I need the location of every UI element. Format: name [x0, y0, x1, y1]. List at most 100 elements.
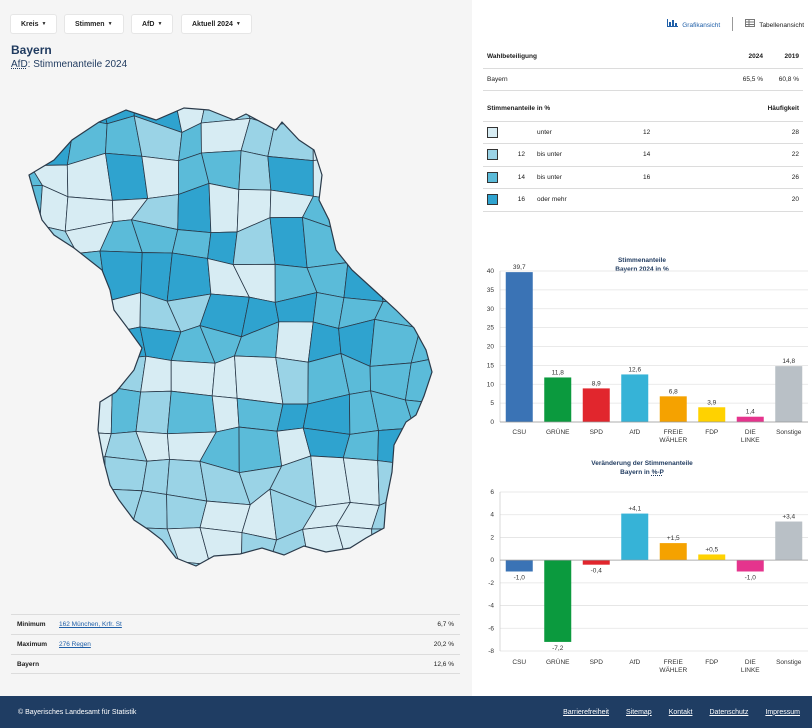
share-header-label: Stimmenanteile in % [483, 97, 719, 122]
map-district [29, 387, 37, 428]
x-tick-label: CSU [512, 659, 526, 666]
legend-high: 16 [639, 166, 719, 189]
filter-year[interactable]: Aktuell 2024 ▼ [182, 15, 251, 33]
x-tick-label: DIE [745, 659, 757, 666]
x-tick-label: Sonstige [776, 659, 802, 666]
legend-high: 14 [639, 143, 719, 167]
map-district [402, 458, 432, 496]
map-district [199, 500, 251, 534]
y-tick-label: 20 [487, 344, 495, 351]
map-district [411, 190, 432, 227]
bar [544, 560, 572, 642]
map-district [238, 426, 283, 474]
share-header-freq: Häufigkeit [719, 97, 803, 122]
map-district [34, 423, 81, 473]
map-district [404, 528, 432, 566]
map-district [368, 157, 414, 192]
map-districts[interactable] [14, 100, 454, 570]
legend-row: unter 12 28 [483, 121, 803, 144]
filter-kreis[interactable]: Kreis ▼ [11, 15, 57, 33]
chart1-title-line1: Stimmenanteile [617, 257, 667, 264]
filter-party[interactable]: AfD ▼ [132, 15, 173, 33]
map-district [268, 560, 312, 566]
map-district [275, 321, 314, 363]
y-tick-label: -6 [488, 625, 494, 632]
y-tick-label: 15 [487, 362, 495, 369]
map-district [412, 299, 432, 329]
y-tick-label: 0 [490, 419, 494, 426]
x-tick-label: LINKE [741, 667, 760, 674]
map-district [32, 365, 69, 401]
map-district [29, 255, 34, 297]
map-district [62, 455, 106, 499]
footer-link-sitemap[interactable]: Sitemap [626, 708, 652, 716]
map-district [141, 458, 170, 495]
stats-link[interactable]: 276 Regen [59, 641, 91, 648]
y-tick-label: -2 [488, 580, 494, 587]
data-label: +4,1 [628, 506, 641, 513]
turnout-header-2024: 2024 [733, 46, 767, 69]
chart2-title-line1: Veränderung der Stimmenanteile [591, 460, 693, 467]
chart2-title-unit: %-P [651, 469, 664, 476]
map-district [29, 224, 41, 258]
legend-high: 12 [639, 121, 719, 144]
map-district [343, 257, 384, 302]
map-district [439, 424, 454, 466]
chart1-title: Stimmenanteile Bayern 2024 in % [472, 256, 812, 274]
map-district [267, 119, 314, 162]
x-tick-label: AfD [629, 429, 640, 436]
map-district [412, 108, 432, 130]
footer-link-datenschutz[interactable]: Datenschutz [709, 708, 749, 716]
map-district [311, 108, 343, 134]
x-tick-label: SPD [590, 429, 604, 436]
map-district [440, 100, 454, 129]
footer-link-kontakt[interactable]: Kontakt [668, 708, 693, 716]
filter-stimmen[interactable]: Stimmen ▼ [65, 15, 123, 33]
map-district [29, 115, 39, 167]
stats-link[interactable]: 162 München, Krfr. St [59, 621, 122, 628]
turnout-table: Wahlbeteiligung 2024 2019 Bayern 65,5 % … [483, 46, 803, 91]
legend-swatch [487, 149, 498, 161]
map-district [240, 565, 276, 566]
data-label: 3,9 [707, 399, 716, 406]
bar [582, 560, 610, 565]
map-district [141, 155, 180, 199]
table-view-button[interactable]: Tabellenansicht [745, 19, 804, 29]
change-bar-chart: 6 4 2 0 -2 -4 -6 -8 -1,0 CSU -7,2 GRÜNE -0,4 SPD +4,1 A… [488, 489, 808, 674]
chart-view-button[interactable]: Grafikansicht [667, 19, 720, 29]
y-tick-label: -8 [488, 648, 494, 655]
map-district [102, 526, 140, 566]
legend-mid: oder mehr [529, 188, 639, 212]
stats-table: Minimum 162 München, Krfr. St 6,7 % Maximu… [11, 614, 460, 674]
map-district [34, 386, 81, 433]
data-label: 14,8 [782, 358, 795, 365]
map-district [439, 490, 454, 530]
map-district [371, 528, 406, 566]
map-district [170, 561, 211, 566]
map-district [448, 355, 454, 404]
data-label: -1,0 [514, 575, 526, 582]
map-district [312, 154, 353, 201]
map-district [33, 490, 75, 541]
map-district [29, 289, 48, 330]
subtitle-text: : Stimmenanteile 2024 [27, 59, 128, 70]
y-tick-label: -4 [488, 603, 494, 610]
footer-link-barrierefreiheit[interactable]: Barrierefreiheit [563, 708, 610, 716]
x-tick-label: FREIE [664, 659, 684, 666]
bar [698, 554, 726, 561]
footer-link-impressum[interactable]: Impressum [765, 708, 800, 716]
data-label: 1,4 [746, 409, 755, 416]
map-district [438, 252, 454, 300]
map-district [337, 108, 378, 134]
choropleth-map[interactable] [14, 100, 454, 570]
data-label: +3,4 [782, 514, 795, 521]
table-icon [745, 19, 756, 29]
map-district [70, 291, 111, 334]
map-district [166, 390, 217, 435]
map-district [447, 459, 454, 500]
y-tick-label: 2 [490, 534, 494, 541]
x-tick-label: LINKE [741, 437, 760, 444]
share-legend-header: Stimmenanteile in % Häufigkeit [483, 97, 803, 122]
filter-label: Stimmen [75, 21, 105, 28]
chart-view-label: Grafikansicht [682, 22, 721, 29]
